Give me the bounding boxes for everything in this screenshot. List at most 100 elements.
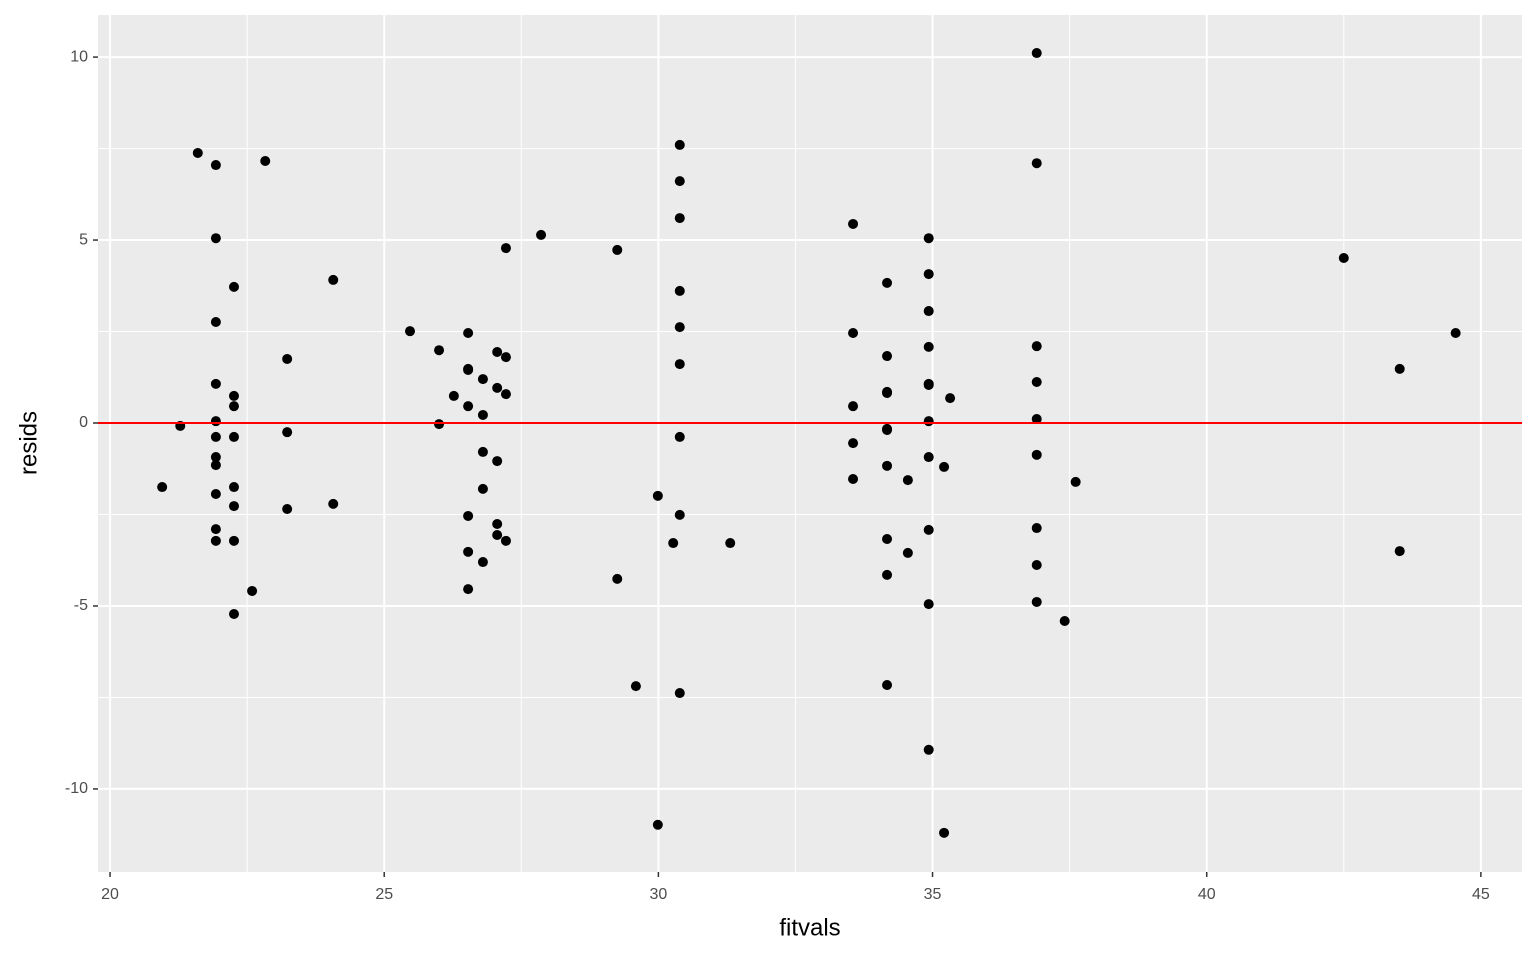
y-tick-label: -10 bbox=[65, 780, 88, 797]
point bbox=[945, 393, 956, 404]
point bbox=[228, 281, 239, 292]
point bbox=[652, 819, 663, 830]
y-axis-title: resids bbox=[15, 411, 42, 475]
y-tick-label: 0 bbox=[79, 414, 88, 431]
point bbox=[228, 401, 239, 412]
point bbox=[492, 456, 503, 467]
point bbox=[404, 326, 415, 337]
point bbox=[492, 529, 503, 540]
point bbox=[1031, 449, 1042, 460]
point bbox=[500, 243, 511, 254]
point bbox=[674, 322, 685, 333]
point bbox=[848, 401, 859, 412]
point bbox=[463, 510, 474, 521]
point bbox=[674, 176, 685, 187]
point bbox=[260, 156, 271, 167]
point bbox=[1031, 341, 1042, 352]
point bbox=[210, 431, 221, 442]
point bbox=[463, 364, 474, 375]
point bbox=[210, 416, 221, 427]
point bbox=[1031, 523, 1042, 534]
point bbox=[923, 599, 934, 610]
point bbox=[210, 524, 221, 535]
point bbox=[210, 452, 221, 463]
point bbox=[228, 609, 239, 620]
point bbox=[463, 546, 474, 557]
point bbox=[848, 218, 859, 229]
point bbox=[210, 488, 221, 499]
point bbox=[228, 535, 239, 546]
point bbox=[500, 389, 511, 400]
point bbox=[882, 680, 893, 691]
point bbox=[923, 269, 934, 280]
point bbox=[923, 452, 934, 463]
x-tick-label: 35 bbox=[924, 886, 942, 903]
point bbox=[477, 446, 488, 457]
point bbox=[923, 341, 934, 352]
x-axis-title: fitvals bbox=[779, 914, 840, 941]
point bbox=[157, 482, 168, 493]
point bbox=[923, 744, 934, 755]
point bbox=[282, 504, 293, 515]
point bbox=[1031, 158, 1042, 169]
point bbox=[1031, 377, 1042, 388]
point bbox=[1338, 252, 1349, 263]
x-tick-label: 40 bbox=[1198, 886, 1216, 903]
point bbox=[210, 160, 221, 171]
point bbox=[434, 419, 445, 430]
point bbox=[210, 460, 221, 471]
point bbox=[1031, 48, 1042, 59]
x-tick-label: 45 bbox=[1472, 886, 1490, 903]
point bbox=[923, 233, 934, 244]
point bbox=[210, 535, 221, 546]
point bbox=[902, 547, 913, 558]
point bbox=[923, 379, 934, 390]
point bbox=[674, 139, 685, 150]
y-tick-label: -5 bbox=[74, 597, 88, 614]
point bbox=[492, 519, 503, 530]
point bbox=[492, 347, 503, 358]
point bbox=[477, 557, 488, 568]
point bbox=[1031, 559, 1042, 570]
point bbox=[463, 327, 474, 338]
point bbox=[1031, 413, 1042, 424]
point bbox=[674, 509, 685, 520]
point bbox=[228, 431, 239, 442]
point bbox=[1394, 363, 1405, 374]
point bbox=[210, 233, 221, 244]
point bbox=[1059, 615, 1070, 626]
point bbox=[674, 213, 685, 224]
y-tick-label: 10 bbox=[70, 48, 88, 65]
point bbox=[328, 498, 339, 509]
point bbox=[536, 229, 547, 240]
point bbox=[882, 351, 893, 362]
point bbox=[1450, 327, 1461, 338]
point bbox=[882, 569, 893, 580]
point bbox=[882, 534, 893, 545]
point bbox=[500, 352, 511, 363]
point bbox=[228, 501, 239, 512]
point bbox=[882, 388, 893, 399]
point bbox=[923, 416, 934, 427]
x-tick-label: 20 bbox=[101, 886, 119, 903]
point bbox=[848, 473, 859, 484]
point bbox=[228, 482, 239, 493]
point bbox=[463, 401, 474, 412]
point bbox=[882, 460, 893, 471]
point bbox=[1394, 546, 1405, 557]
point bbox=[282, 353, 293, 364]
point bbox=[652, 490, 663, 501]
point bbox=[282, 427, 293, 438]
point bbox=[492, 382, 503, 393]
point bbox=[1070, 476, 1081, 487]
point bbox=[674, 688, 685, 699]
point bbox=[882, 277, 893, 288]
point bbox=[630, 681, 641, 692]
point bbox=[434, 345, 445, 356]
point bbox=[612, 244, 623, 255]
point bbox=[848, 438, 859, 449]
point bbox=[192, 147, 203, 158]
point bbox=[725, 538, 736, 549]
